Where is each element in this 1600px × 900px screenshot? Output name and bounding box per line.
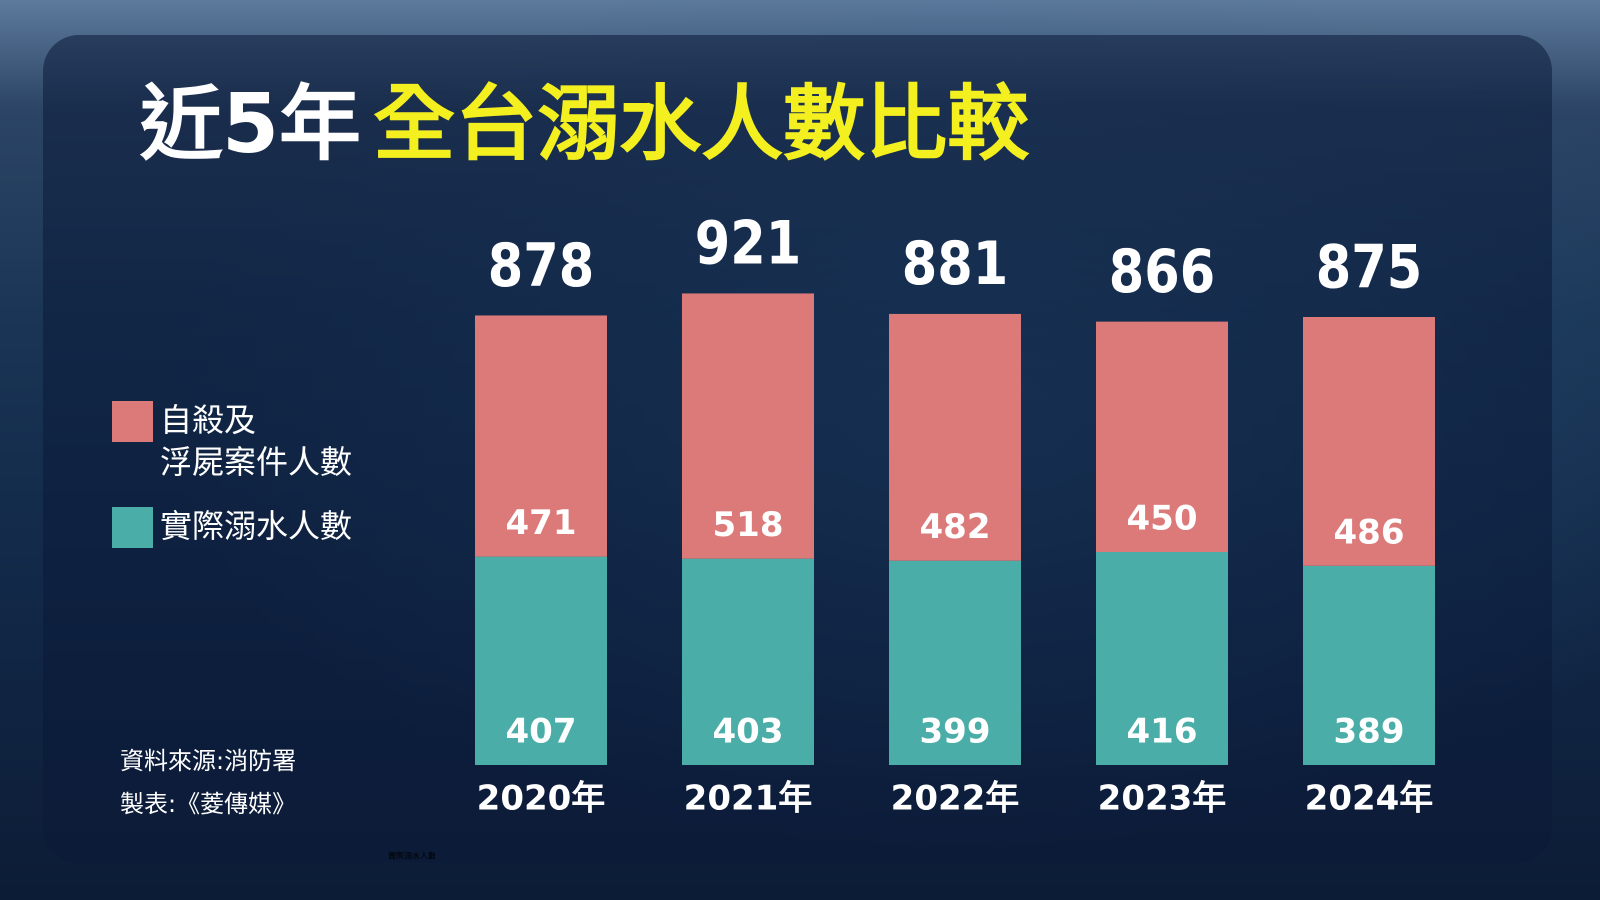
plot: 407 471 878 2020年 403 518 921 2021年 399 482 881 202…: [475, 209, 1435, 819]
value-label: 482: [920, 507, 991, 547]
legend-label: 實際溺水人數: [160, 507, 353, 545]
value-label: 416: [1127, 712, 1198, 752]
value-label: 403: [713, 712, 784, 752]
x-tick-label: 2024年: [1305, 779, 1434, 819]
value-label: 399: [920, 712, 991, 752]
total-label: 921: [695, 209, 801, 279]
value-label: 389: [1334, 712, 1405, 752]
bar-segment: [682, 558, 814, 765]
title-lead: 近5年: [139, 77, 361, 172]
total-label: 881: [902, 229, 1008, 299]
x-tick-label: 2023年: [1098, 779, 1227, 819]
value-label: 486: [1334, 512, 1405, 552]
bar-segment: [1096, 552, 1228, 765]
legend-swatch: [112, 507, 153, 548]
legend-label: 自殺及 浮屍案件人數: [160, 401, 353, 481]
value-label: 450: [1127, 499, 1198, 539]
source: 資料來源:消防署: [120, 747, 296, 775]
bar-segment: [889, 313, 1021, 561]
bar-segment: [682, 293, 814, 559]
legend-item: 實際溺水人數: [160, 507, 353, 545]
total-label: 878: [488, 231, 594, 301]
value-label: 407: [506, 712, 577, 752]
x-tick-label: 2021年: [684, 779, 813, 819]
legend-item: 自殺及 浮屍案件人數: [160, 401, 353, 481]
x-tick-label: 2020年: [477, 779, 606, 819]
bar-segment: [889, 560, 1021, 765]
bar-segment: [1303, 317, 1435, 566]
value-label: 518: [713, 505, 784, 545]
chart-title: 近5年 全台溺水人數比較: [139, 77, 1030, 172]
value-label: 471: [506, 503, 577, 543]
credit: 製表:《菱傳媒》: [120, 790, 296, 818]
bar-segment: [1096, 321, 1228, 553]
x-tick-label: 2022年: [891, 779, 1020, 819]
footnote: 實際溺水人數: [388, 851, 436, 861]
title-highlight: 全台溺水人數比較: [373, 77, 1030, 172]
legend-swatch: [112, 401, 153, 442]
total-label: 875: [1316, 232, 1422, 302]
total-label: 866: [1109, 237, 1215, 307]
bar-segment: [475, 315, 607, 557]
bar-segment: [1303, 565, 1435, 765]
bar-segment: [475, 556, 607, 765]
